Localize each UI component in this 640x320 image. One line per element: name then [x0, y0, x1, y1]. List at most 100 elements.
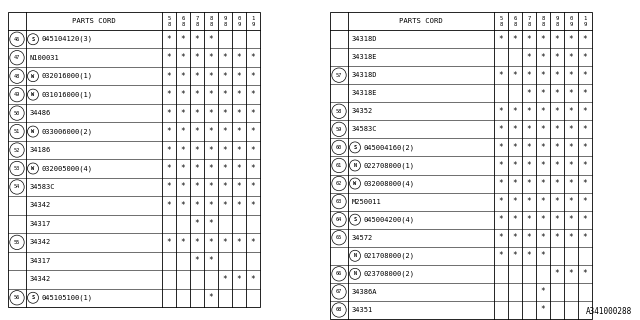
- Text: *: *: [251, 146, 255, 155]
- Text: 59: 59: [336, 127, 342, 132]
- Circle shape: [332, 194, 346, 209]
- Text: *: *: [582, 269, 588, 278]
- Text: *: *: [569, 215, 573, 224]
- Text: *: *: [555, 215, 559, 224]
- Text: *: *: [569, 35, 573, 44]
- Text: 8: 8: [181, 21, 184, 27]
- Text: *: *: [527, 125, 531, 134]
- Circle shape: [10, 143, 24, 157]
- Text: *: *: [166, 238, 172, 247]
- Circle shape: [332, 104, 346, 118]
- Text: *: *: [582, 107, 588, 116]
- Text: *: *: [209, 256, 213, 265]
- Text: 34317: 34317: [30, 258, 51, 264]
- Text: *: *: [555, 233, 559, 242]
- Circle shape: [28, 163, 38, 174]
- Text: *: *: [223, 90, 227, 99]
- Text: *: *: [499, 35, 503, 44]
- Text: 60: 60: [336, 145, 342, 150]
- Text: *: *: [527, 52, 531, 61]
- Text: *: *: [195, 238, 199, 247]
- Text: 022708000(1): 022708000(1): [363, 162, 414, 169]
- Text: *: *: [209, 182, 213, 191]
- Text: *: *: [499, 125, 503, 134]
- Text: *: *: [499, 215, 503, 224]
- Text: 34583C: 34583C: [352, 126, 378, 132]
- Text: *: *: [237, 90, 241, 99]
- Text: *: *: [195, 35, 199, 44]
- Text: *: *: [569, 52, 573, 61]
- Text: *: *: [555, 143, 559, 152]
- Text: *: *: [555, 197, 559, 206]
- Circle shape: [332, 176, 346, 191]
- Text: *: *: [237, 146, 241, 155]
- Text: *: *: [541, 71, 545, 80]
- Text: *: *: [166, 108, 172, 118]
- Text: *: *: [582, 52, 588, 61]
- Circle shape: [349, 178, 360, 189]
- Text: *: *: [527, 215, 531, 224]
- Text: *: *: [223, 146, 227, 155]
- Text: *: *: [209, 238, 213, 247]
- Text: *: *: [195, 90, 199, 99]
- Text: 64: 64: [336, 217, 342, 222]
- Text: *: *: [582, 125, 588, 134]
- Text: 8: 8: [209, 15, 212, 20]
- Text: *: *: [209, 108, 213, 118]
- Text: *: *: [499, 161, 503, 170]
- Text: 8: 8: [223, 21, 227, 27]
- Text: *: *: [223, 53, 227, 62]
- Text: 52: 52: [14, 148, 20, 153]
- Text: 032008000(4): 032008000(4): [363, 180, 414, 187]
- Text: *: *: [251, 164, 255, 173]
- Text: 9: 9: [252, 21, 255, 27]
- Text: 045105100(1): 045105100(1): [41, 294, 92, 301]
- Circle shape: [332, 230, 346, 245]
- Circle shape: [332, 122, 346, 137]
- Text: *: *: [582, 89, 588, 98]
- Text: *: *: [527, 35, 531, 44]
- Text: *: *: [541, 215, 545, 224]
- Text: *: *: [237, 127, 241, 136]
- Text: *: *: [527, 71, 531, 80]
- Text: *: *: [527, 161, 531, 170]
- Text: 6: 6: [181, 15, 184, 20]
- Text: 34572: 34572: [352, 235, 373, 241]
- Text: *: *: [555, 35, 559, 44]
- Text: 34317: 34317: [30, 221, 51, 227]
- Text: 61: 61: [336, 163, 342, 168]
- Text: *: *: [209, 146, 213, 155]
- Text: 9: 9: [570, 21, 573, 27]
- Text: *: *: [541, 107, 545, 116]
- Text: *: *: [251, 108, 255, 118]
- Text: *: *: [569, 197, 573, 206]
- Text: *: *: [180, 146, 186, 155]
- Text: 34342: 34342: [30, 276, 51, 282]
- Text: *: *: [555, 269, 559, 278]
- Text: *: *: [541, 233, 545, 242]
- Text: *: *: [513, 251, 517, 260]
- Text: *: *: [251, 53, 255, 62]
- Circle shape: [10, 106, 24, 120]
- Text: *: *: [180, 201, 186, 210]
- Text: *: *: [209, 293, 213, 302]
- Circle shape: [10, 124, 24, 139]
- Text: *: *: [541, 197, 545, 206]
- Text: 34351: 34351: [352, 307, 373, 313]
- Text: 47: 47: [14, 55, 20, 60]
- Text: 34386A: 34386A: [352, 289, 378, 295]
- Text: *: *: [569, 125, 573, 134]
- Text: 54: 54: [14, 184, 20, 189]
- Text: 8: 8: [195, 21, 198, 27]
- Text: *: *: [166, 146, 172, 155]
- Text: *: *: [195, 201, 199, 210]
- Text: 34352: 34352: [352, 108, 373, 114]
- Circle shape: [349, 268, 360, 279]
- Text: *: *: [513, 197, 517, 206]
- Text: 032016000(1): 032016000(1): [41, 73, 92, 79]
- Text: 8: 8: [556, 21, 559, 27]
- Text: 48: 48: [14, 74, 20, 79]
- Text: *: *: [209, 35, 213, 44]
- Text: 7: 7: [195, 15, 198, 20]
- Text: 53: 53: [14, 166, 20, 171]
